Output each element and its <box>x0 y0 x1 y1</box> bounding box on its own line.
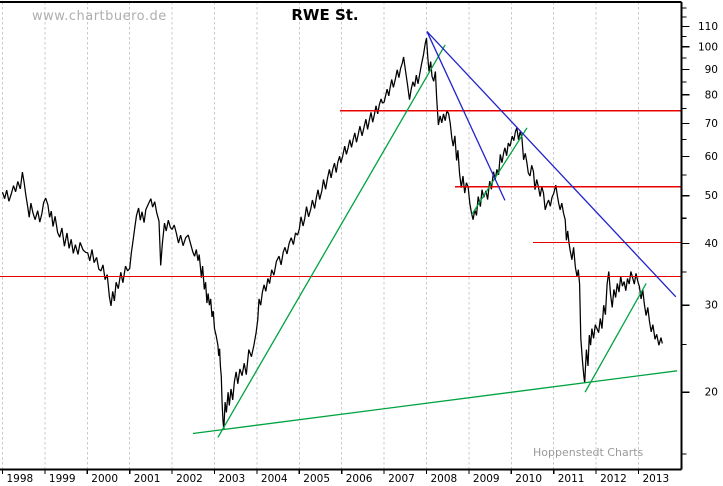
y-axis-tick-label: 40 <box>705 238 718 250</box>
y-axis-tick-label: 60 <box>705 151 718 163</box>
x-axis-year-label: 1999 <box>49 473 76 485</box>
y-axis-tick-label: 100 <box>698 41 718 53</box>
chart-credit-text: Hoppenstedt Charts <box>533 446 644 459</box>
x-axis-year-label: 2002 <box>176 473 203 485</box>
uptrend-2011-2013-line <box>584 283 647 393</box>
x-axis-year-label: 1998 <box>7 473 34 485</box>
downtrend-2008-2013-line <box>426 30 677 298</box>
uptrend-2009-2010-line <box>471 127 528 215</box>
price-line <box>1 37 663 430</box>
downtrend-steep-2008-2009-line <box>426 31 506 201</box>
watermark-text: www.chartbuero.de <box>32 9 167 24</box>
y-axis-tick-label: 90 <box>705 64 718 76</box>
x-axis-year-label: 2012 <box>600 473 627 485</box>
x-axis-year-label: 2000 <box>91 473 118 485</box>
x-axis-year-label: 2009 <box>473 473 500 485</box>
x-axis-year-label: 2005 <box>303 473 330 485</box>
y-axis-tick-label: 70 <box>705 118 718 130</box>
x-axis-year-label: 2003 <box>219 473 246 485</box>
y-axis-tick-label: 50 <box>705 190 718 202</box>
x-axis-year-label: 2010 <box>515 473 542 485</box>
x-axis-year-label: 2013 <box>643 473 670 485</box>
y-axis-tick-label: 110 <box>698 21 718 33</box>
x-axis-year-label: 2004 <box>261 473 288 485</box>
y-axis-tick-label: 30 <box>705 300 718 312</box>
x-axis-year-label: 2008 <box>431 473 458 485</box>
x-axis-year-label: 2007 <box>388 473 415 485</box>
x-axis-year-label: 2011 <box>558 473 585 485</box>
uptrend-2003-2008-line <box>217 44 446 438</box>
page-title: RWE St. <box>291 6 359 24</box>
y-axis-tick-label: 20 <box>705 387 718 399</box>
y-axis-tick-label: 80 <box>705 89 718 101</box>
long-uptrend-2002-2013-line <box>192 370 678 435</box>
x-axis-year-label: 2006 <box>346 473 373 485</box>
x-axis-year-label: 2001 <box>134 473 161 485</box>
